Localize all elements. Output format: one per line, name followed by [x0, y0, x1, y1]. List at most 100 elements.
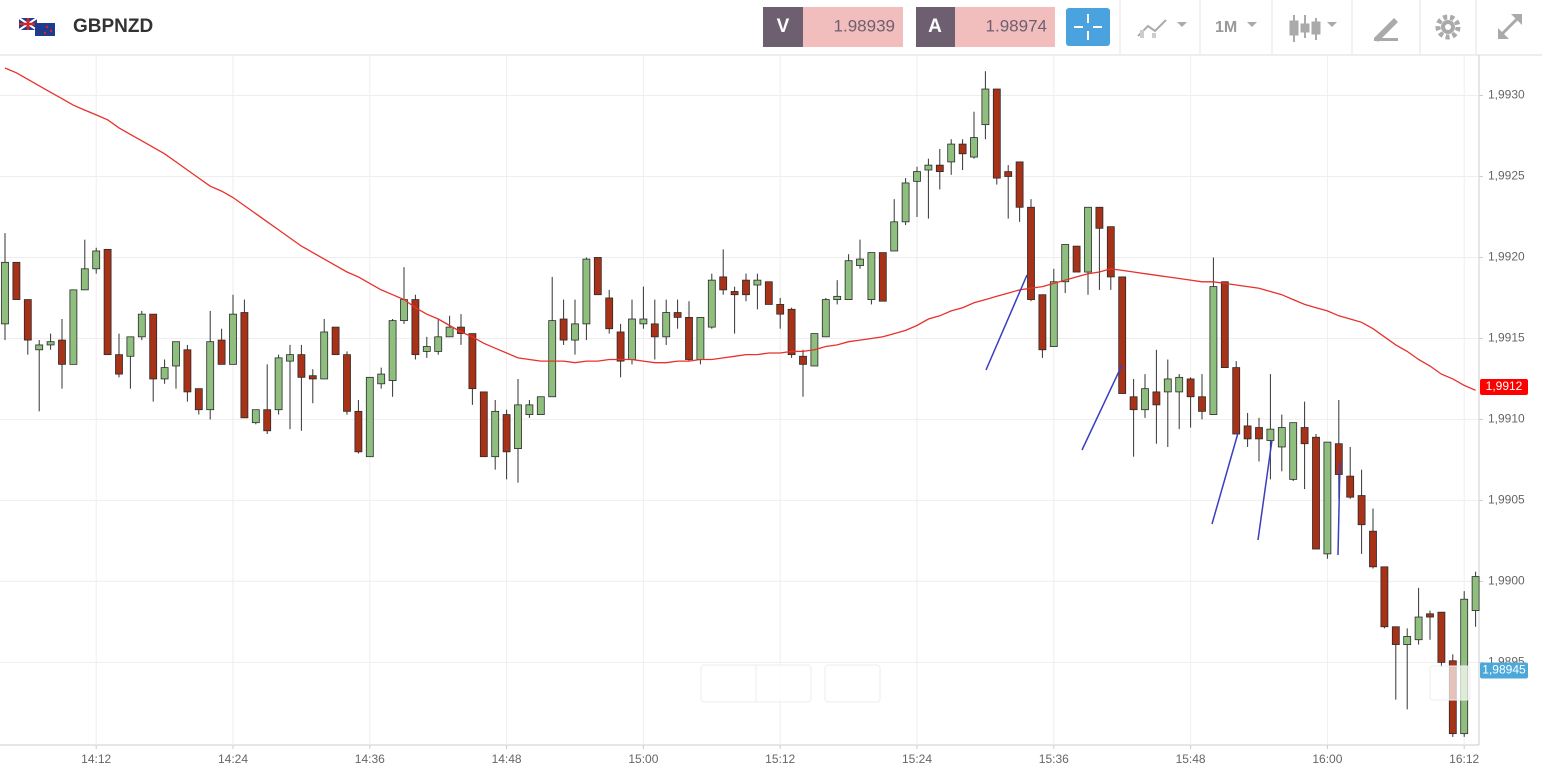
candle-body — [1471, 576, 1480, 611]
candle-body — [1426, 613, 1434, 618]
candle-body — [365, 376, 374, 458]
candle-body — [628, 318, 636, 360]
candle-body — [1369, 530, 1377, 568]
candle-body — [924, 164, 933, 171]
candle-body — [901, 182, 910, 223]
y-tick-label: 1,9905 — [1488, 493, 1525, 507]
candle-body — [1300, 427, 1309, 445]
buy-button[interactable]: A 1.98974 — [916, 7, 1055, 47]
y-tick-label: 1,9920 — [1488, 250, 1525, 264]
toolbar-dividers — [1119, 0, 1477, 55]
candle-body — [1312, 436, 1320, 550]
candle-body — [320, 331, 329, 380]
x-tick-label: 14:24 — [218, 752, 248, 766]
candle-body — [35, 344, 44, 351]
candle-body — [160, 367, 169, 380]
candle-body — [992, 88, 1001, 179]
candle-body — [400, 299, 408, 322]
candle-body — [1414, 616, 1423, 641]
x-tick-label: 15:24 — [902, 752, 932, 766]
trend-line — [1211, 432, 1239, 525]
overlay-controls[interactable] — [700, 664, 1471, 703]
candle-body — [1, 261, 9, 325]
candle-body — [297, 354, 306, 378]
candle-body — [890, 221, 899, 252]
symbol: GBPNZD — [73, 16, 153, 37]
timeframe-button[interactable]: 1M — [1215, 19, 1257, 36]
candle-body — [776, 304, 785, 315]
candle-body — [833, 295, 842, 300]
candle-body — [1357, 495, 1366, 526]
drawing-button[interactable] — [1374, 18, 1398, 42]
candle-body — [354, 410, 363, 453]
candle-body — [685, 316, 693, 360]
price-tag-label: 1,9912 — [1486, 379, 1523, 393]
candle-body — [707, 279, 716, 328]
candle-body — [1015, 161, 1024, 208]
y-tick-label: 1,9910 — [1488, 412, 1525, 426]
expand-button[interactable] — [1497, 13, 1523, 39]
candle-body — [23, 299, 32, 341]
candle-body — [1072, 245, 1081, 273]
sell-price-box — [803, 7, 903, 47]
candle-body — [1266, 428, 1275, 441]
trend-line — [1081, 364, 1123, 451]
candle-body — [536, 396, 545, 415]
candle-body — [514, 404, 522, 449]
candle-body — [935, 164, 944, 173]
candle-body — [616, 331, 625, 362]
candle-body — [206, 341, 215, 411]
candle-body — [286, 354, 294, 362]
trend-lines — [985, 274, 1341, 556]
candle-body — [821, 299, 830, 338]
candle-body — [1049, 281, 1058, 347]
candle-body — [1289, 422, 1298, 480]
candle-body — [1038, 294, 1047, 351]
candle-body — [844, 260, 853, 300]
candle-body — [1186, 378, 1195, 398]
candle-body — [1163, 378, 1172, 393]
candle-body — [867, 252, 876, 300]
buy-label: A — [928, 16, 942, 37]
settings-button[interactable] — [1435, 14, 1461, 40]
candle-body — [981, 88, 990, 126]
candle-body — [1334, 443, 1343, 475]
candle-body — [126, 336, 135, 357]
chart-type-button[interactable] — [1137, 19, 1187, 38]
candle-body — [605, 297, 614, 330]
sell-button[interactable]: V 1.98939 — [763, 7, 903, 47]
candle-body — [878, 252, 887, 302]
candle-body — [764, 281, 773, 305]
candle-body — [491, 410, 500, 458]
x-tick-label: 15:36 — [1039, 752, 1069, 766]
flag — [18, 17, 55, 36]
candle-body — [115, 354, 123, 375]
candle-body — [1061, 244, 1070, 283]
candle-body — [639, 318, 648, 325]
candle-body — [1004, 171, 1013, 177]
y-tick-label: 1,9925 — [1488, 169, 1525, 183]
candle-body — [137, 313, 146, 338]
candle-type-button[interactable] — [1289, 15, 1337, 42]
buy-price: 1.98974 — [986, 16, 1047, 35]
candle-body — [1380, 566, 1389, 628]
candle-body — [662, 312, 671, 338]
candle-body — [947, 143, 956, 163]
candle-body — [1391, 626, 1400, 645]
candle-body — [331, 326, 340, 356]
candle-body — [1152, 391, 1161, 406]
candle-body — [753, 279, 762, 286]
candle-body — [422, 346, 431, 352]
crosshair-button[interactable] — [1066, 8, 1110, 46]
x-tick-label: 14:36 — [355, 752, 385, 766]
candle-body — [411, 299, 420, 356]
candle-body — [913, 171, 921, 182]
candle-body — [730, 291, 739, 296]
candle-body — [46, 341, 55, 346]
sell-label-box — [763, 7, 803, 47]
candle-body — [1129, 396, 1138, 411]
candle-body — [1255, 427, 1263, 440]
candle-body — [172, 341, 180, 367]
y-tick-label: 1,9930 — [1488, 88, 1525, 102]
